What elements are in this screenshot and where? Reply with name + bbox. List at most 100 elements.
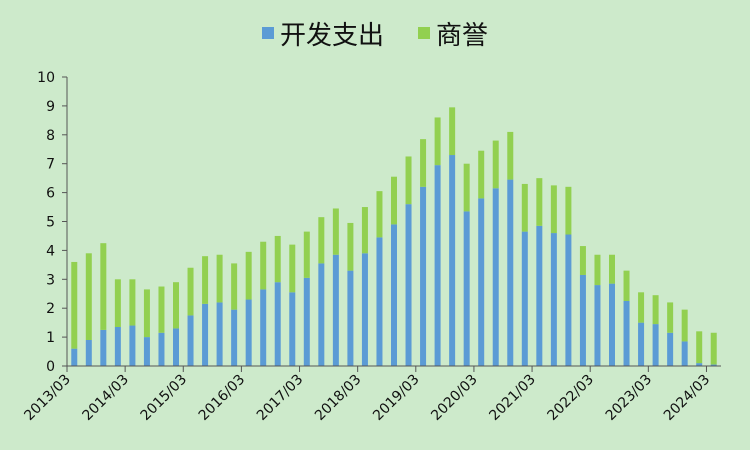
bar-kaifa-zhichu xyxy=(478,198,485,366)
bars xyxy=(71,107,717,367)
bar-shangyu xyxy=(71,261,78,349)
bar-shangyu xyxy=(667,302,674,333)
bar-shangyu xyxy=(463,163,470,212)
y-tick-label: 0 xyxy=(46,359,55,375)
x-tick-label: 2020/03 xyxy=(428,372,480,424)
bar-kaifa-zhichu xyxy=(710,364,717,366)
bar-shangyu xyxy=(216,254,223,303)
bar-kaifa-zhichu xyxy=(303,277,310,366)
bar-kaifa-zhichu xyxy=(449,155,456,366)
x-tick-label: 2013/03 xyxy=(21,372,73,424)
bar-shangyu xyxy=(129,279,136,326)
bar-kaifa-zhichu xyxy=(245,299,252,366)
bar-shangyu xyxy=(609,254,615,284)
bar-kaifa-zhichu xyxy=(143,337,150,366)
bar-shangyu xyxy=(623,270,630,301)
x-tick-label: 2021/03 xyxy=(486,372,538,424)
bar-kaifa-zhichu xyxy=(173,328,179,366)
bar-shangyu xyxy=(143,289,150,338)
bar-shangyu xyxy=(579,246,586,275)
legend-label-shangyu: 商誉 xyxy=(436,21,488,51)
bar-kaifa-zhichu xyxy=(187,315,194,366)
bar-kaifa-zhichu xyxy=(507,179,514,366)
bar-kaifa-zhichu xyxy=(638,322,645,366)
bar-kaifa-zhichu xyxy=(667,332,674,366)
bar-kaifa-zhichu xyxy=(274,282,281,366)
bar-kaifa-zhichu xyxy=(158,332,165,366)
bar-shangyu xyxy=(332,208,339,255)
bar-kaifa-zhichu xyxy=(536,225,543,366)
bar-shangyu xyxy=(507,131,514,180)
bar-kaifa-zhichu xyxy=(100,329,107,367)
bar-kaifa-zhichu xyxy=(332,254,339,366)
legend-swatch-kaifa xyxy=(262,27,274,39)
bar-shangyu xyxy=(173,282,179,329)
bar-shangyu xyxy=(303,231,310,278)
bar-shangyu xyxy=(565,186,572,235)
bar-kaifa-zhichu xyxy=(376,237,383,366)
y-tick-label: 9 xyxy=(46,99,55,115)
bar-shangyu xyxy=(681,309,688,342)
x-tick-label: 2024/03 xyxy=(661,372,713,424)
bar-shangyu xyxy=(114,279,121,327)
bar-kaifa-zhichu xyxy=(71,348,78,366)
bar-kaifa-zhichu xyxy=(579,274,586,366)
bar-kaifa-zhichu xyxy=(463,211,470,366)
x-tick-label: 2017/03 xyxy=(254,372,306,424)
bar-kaifa-zhichu xyxy=(260,289,267,366)
y-tick-label: 7 xyxy=(46,157,55,173)
bar-shangyu xyxy=(245,251,252,300)
bar-kaifa-zhichu xyxy=(521,231,528,366)
x-tick-label: 2016/03 xyxy=(196,372,248,424)
legend-swatch-shangyu xyxy=(418,27,430,39)
bar-kaifa-zhichu xyxy=(609,283,615,366)
y-tick-label: 1 xyxy=(46,330,55,346)
x-tick-label: 2023/03 xyxy=(603,372,655,424)
y-axis: 0 1 2 3 4 5 6 7 8 9 10 xyxy=(37,70,68,375)
bar-kaifa-zhichu xyxy=(594,285,601,366)
bar-kaifa-zhichu xyxy=(434,165,441,366)
bar-kaifa-zhichu xyxy=(550,233,557,366)
bar-shangyu xyxy=(318,217,325,264)
bar-kaifa-zhichu xyxy=(114,326,121,366)
y-tick-label: 3 xyxy=(46,272,55,288)
bar-kaifa-zhichu xyxy=(696,363,703,366)
bar-kaifa-zhichu xyxy=(347,270,354,366)
x-axis: 2013/03 2014/03 2015/03 2016/03 2017/03 2018/… xyxy=(21,365,721,424)
bar-shangyu xyxy=(231,263,238,310)
bar-shangyu xyxy=(652,295,659,325)
y-tick-label: 8 xyxy=(46,128,55,144)
bar-shangyu xyxy=(594,254,601,286)
bar-kaifa-zhichu xyxy=(129,325,136,366)
bar-shangyu xyxy=(492,140,499,189)
bar-kaifa-zhichu xyxy=(289,292,296,366)
x-tick-label: 2022/03 xyxy=(545,372,597,424)
bar-shangyu xyxy=(420,139,427,187)
legend-label-kaifa: 开发支出 xyxy=(280,21,384,51)
y-tick-label: 10 xyxy=(37,70,55,86)
bar-shangyu xyxy=(376,191,383,238)
legend: 开发支出 商誉 xyxy=(262,21,488,51)
bar-shangyu xyxy=(347,222,354,271)
bar-shangyu xyxy=(100,243,107,330)
bar-shangyu xyxy=(361,207,368,254)
x-tick-label: 2014/03 xyxy=(80,372,132,424)
bar-kaifa-zhichu xyxy=(420,186,427,366)
bar-shangyu xyxy=(391,176,397,225)
bar-shangyu xyxy=(434,117,441,166)
bar-kaifa-zhichu xyxy=(216,302,223,366)
bar-shangyu xyxy=(405,156,412,205)
bar-kaifa-zhichu xyxy=(681,341,688,366)
bar-kaifa-zhichu xyxy=(231,309,238,366)
bar-shangyu xyxy=(449,107,456,156)
bar-kaifa-zhichu xyxy=(361,253,368,366)
bar-shangyu xyxy=(536,178,543,226)
y-tick-label: 4 xyxy=(46,243,55,259)
bar-kaifa-zhichu xyxy=(565,234,572,366)
bar-shangyu xyxy=(696,331,703,364)
bar-shangyu xyxy=(274,235,281,283)
bar-kaifa-zhichu xyxy=(202,303,209,366)
y-tick-label: 2 xyxy=(46,301,55,317)
bar-shangyu xyxy=(187,267,194,316)
